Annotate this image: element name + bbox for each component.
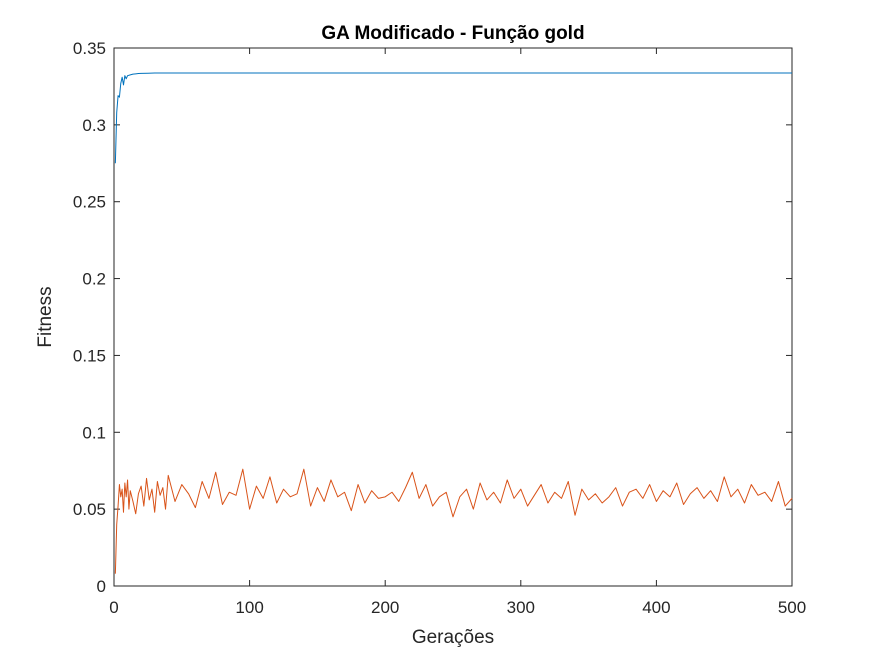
- axis-ticks: 0 100 200 300 400 500 0 0.05 0.1 0.15 0.2 0.25 0.3 0.…: [73, 39, 806, 617]
- series-line-2: [114, 468, 793, 574]
- series-lines: [114, 72, 793, 574]
- y-tick-label: 0.2: [82, 270, 106, 289]
- y-tick-label: 0.05: [73, 500, 106, 519]
- y-tick-label: 0.15: [73, 346, 106, 365]
- x-tick-label: 100: [235, 598, 263, 617]
- x-tick-label: 0: [109, 598, 118, 617]
- x-tick-label: 400: [642, 598, 670, 617]
- y-tick-label: 0.25: [73, 193, 106, 212]
- series-line-1: [114, 72, 792, 164]
- x-tick-label: 300: [507, 598, 535, 617]
- x-axis-title: Gerações: [412, 627, 494, 648]
- y-axis-title: Fitness: [35, 286, 56, 347]
- x-tick-label: 500: [778, 598, 806, 617]
- y-tick-label: 0.35: [73, 39, 106, 58]
- y-tick-label: 0.3: [82, 116, 106, 135]
- chart-title: GA Modificado - Função gold: [321, 23, 584, 44]
- x-tick-label: 200: [371, 598, 399, 617]
- plot-area-box: [113, 47, 793, 587]
- plot-frame: [113, 47, 793, 587]
- y-tick-label: 0: [97, 577, 106, 596]
- y-tick-label: 0.1: [82, 423, 106, 442]
